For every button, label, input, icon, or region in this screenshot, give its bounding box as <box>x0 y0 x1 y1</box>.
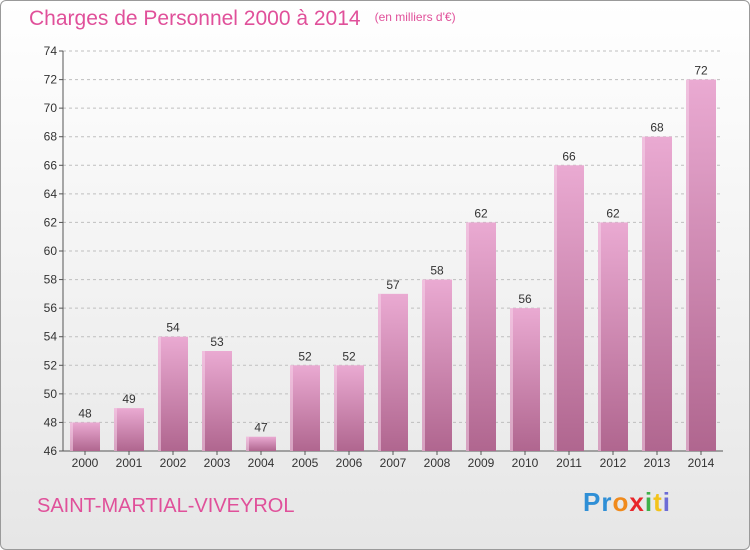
chart-title-text: Charges de Personnel 2000 à 2014 <box>29 7 361 30</box>
bar-highlight <box>334 365 337 451</box>
x-tick-label: 2005 <box>292 456 319 470</box>
bar-highlight <box>158 336 161 451</box>
y-tick-label: 70 <box>44 101 58 115</box>
x-tick-label: 2012 <box>600 456 627 470</box>
y-tick-label: 56 <box>44 301 58 315</box>
bar-value-label: 54 <box>166 321 180 335</box>
bar-highlight <box>290 365 293 451</box>
x-tick-label: 2000 <box>72 456 99 470</box>
bar <box>554 165 584 452</box>
bar-value-label: 52 <box>342 349 356 363</box>
commune-name: SAINT-MARTIAL-VIVEYROL <box>37 495 295 517</box>
y-tick-label: 66 <box>44 158 58 172</box>
bar <box>686 79 716 452</box>
logo-letter: i <box>662 487 671 517</box>
bar-highlight <box>686 79 689 452</box>
chart-title: Charges de Personnel 2000 à 2014 (en mill… <box>29 7 456 31</box>
y-tick-label: 50 <box>44 387 58 401</box>
logo-letter: P <box>583 487 602 517</box>
y-tick-label: 48 <box>44 415 58 429</box>
bar <box>158 336 188 451</box>
bar-value-label: 49 <box>122 392 136 406</box>
y-tick-label: 62 <box>44 215 58 229</box>
bar-value-label: 62 <box>606 206 620 220</box>
x-tick-label: 2014 <box>688 456 715 470</box>
bar-highlight <box>70 422 73 451</box>
x-tick-label: 2006 <box>336 456 363 470</box>
bar-highlight <box>466 222 469 451</box>
proxiti-logo[interactable]: Proxiti <box>583 487 671 518</box>
bar-value-label: 52 <box>298 349 312 363</box>
y-tick-label: 72 <box>44 73 58 87</box>
bar-highlight <box>114 408 117 451</box>
bars <box>70 79 716 452</box>
bar <box>378 293 408 451</box>
bar <box>422 279 452 451</box>
bar-value-label: 47 <box>254 421 268 435</box>
y-tick-label: 46 <box>44 444 58 458</box>
x-tick-label: 2013 <box>644 456 671 470</box>
x-tick-label: 2010 <box>512 456 539 470</box>
y-tick-label: 54 <box>44 330 58 344</box>
bar-value-label: 56 <box>518 292 532 306</box>
x-tick-label: 2002 <box>160 456 187 470</box>
bar <box>114 408 144 451</box>
bar <box>290 365 320 451</box>
bar-highlight <box>378 293 381 451</box>
bar-highlight <box>554 165 557 452</box>
x-tick-label: 2007 <box>380 456 407 470</box>
x-tick-label: 2011 <box>556 456 582 470</box>
bar <box>70 422 100 451</box>
bar <box>202 351 232 451</box>
bar <box>334 365 364 451</box>
y-tick-label: 64 <box>44 187 58 201</box>
x-tick-label: 2008 <box>424 456 451 470</box>
bar-highlight <box>598 222 601 451</box>
bar-value-label: 68 <box>650 121 664 135</box>
bar-value-label: 72 <box>694 64 708 78</box>
bar-highlight <box>422 279 425 451</box>
bar <box>466 222 496 451</box>
x-tick-label: 2004 <box>248 456 275 470</box>
bar <box>510 308 540 451</box>
bar-value-label: 57 <box>386 278 400 292</box>
y-tick-label: 68 <box>44 130 58 144</box>
bar <box>642 136 672 451</box>
x-tick-label: 2009 <box>468 456 495 470</box>
logo-letter: i <box>644 487 654 517</box>
x-tick-label: 2003 <box>204 456 231 470</box>
y-tick-label: 52 <box>44 358 58 372</box>
bar-highlight <box>510 308 513 451</box>
bar-highlight <box>642 136 645 451</box>
bar-highlight <box>246 436 249 451</box>
y-tick-label: 60 <box>44 244 58 258</box>
bar-highlight <box>202 351 205 451</box>
bar-value-label: 53 <box>210 335 224 349</box>
bar-value-label: 48 <box>78 406 92 420</box>
labels: 46 48 50 52 54 56 58 60 62 64 66 68 70 72 74 48 2000 49 20… <box>44 44 715 470</box>
x-tick-label: 2001 <box>116 456 143 470</box>
bar-value-label: 66 <box>562 149 576 163</box>
bar <box>246 436 276 451</box>
logo-letter: t <box>653 487 663 517</box>
logo-letter: x <box>629 487 645 517</box>
y-tick-label: 58 <box>44 273 58 287</box>
bar <box>598 222 628 451</box>
logo-letter: r <box>601 487 613 517</box>
logo-letter: o <box>612 487 630 517</box>
chart-subtitle: (en milliers d'€) <box>374 10 456 24</box>
bar-value-label: 62 <box>474 206 488 220</box>
y-tick-label: 74 <box>44 44 58 58</box>
bar-value-label: 58 <box>430 264 444 278</box>
